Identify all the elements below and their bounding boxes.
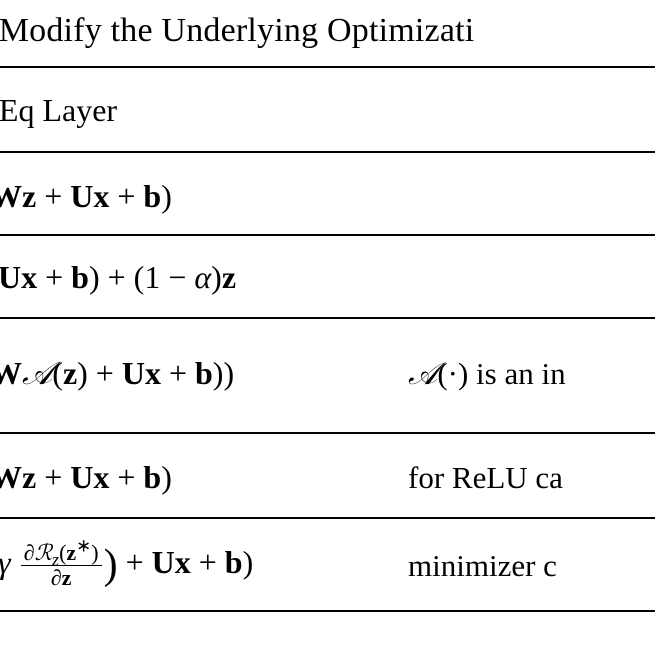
equation-cell: Ux + b) + (1 − α)z (0, 259, 400, 296)
table-title: Modify the Underlying Optimizati (0, 12, 655, 50)
equation-cell: γ ∂ℛz(z∗)∂z) + Ux + b) (0, 542, 400, 589)
table-header-row: tEq Layer (0, 92, 655, 129)
note-cell: minimizer c (400, 548, 655, 584)
rule-6 (0, 610, 655, 612)
note-cell: for ReLU ca (400, 460, 655, 496)
equation-cell: W𝒜(z) + Ux + b)) (0, 355, 400, 393)
table-row: W𝒜(z) + Ux + b)) 𝒜(·) is an in (0, 355, 655, 393)
table-row: Ux + b) + (1 − α)z (0, 259, 655, 296)
rule-5 (0, 517, 655, 519)
note-cell: 𝒜(·) is an in (400, 356, 655, 393)
table-row: γ ∂ℛz(z∗)∂z) + Ux + b) minimizer c (0, 542, 655, 589)
equation-cell: Wz + Ux + b) (0, 178, 400, 215)
rule-3 (0, 317, 655, 319)
table-row: Wz + Ux + b) for ReLU ca (0, 459, 655, 496)
rule-2 (0, 234, 655, 236)
table-row: Wz + Ux + b) (0, 178, 655, 215)
rule-4 (0, 432, 655, 434)
equation-cell: Wz + Ux + b) (0, 459, 400, 496)
rule-top (0, 66, 655, 68)
header-cell: tEq Layer (0, 92, 400, 129)
rule-1 (0, 151, 655, 153)
